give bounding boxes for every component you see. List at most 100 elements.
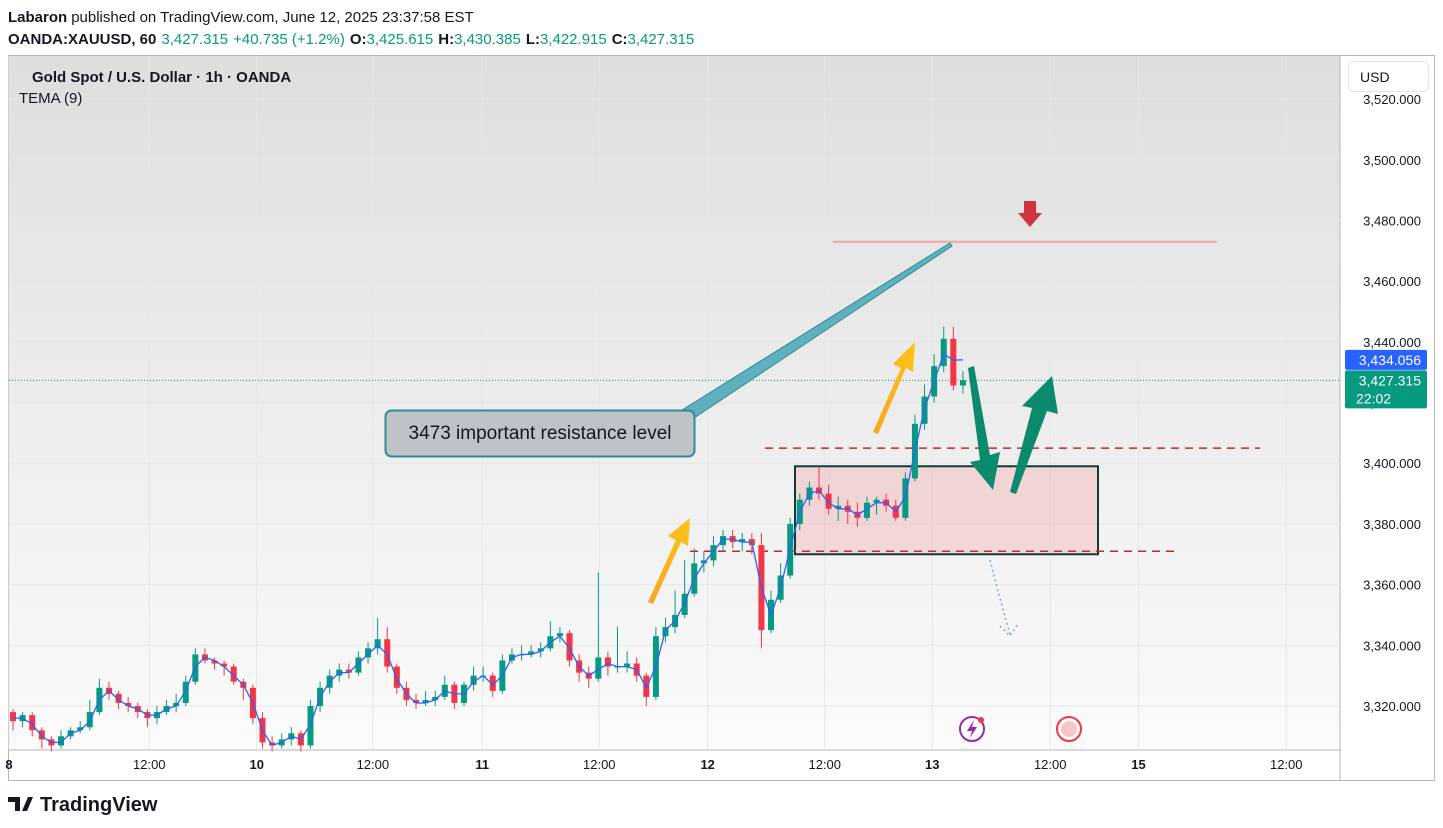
candle-body <box>211 660 218 664</box>
candle-body <box>739 539 746 543</box>
currency: USD <box>1360 69 1390 85</box>
candle-body <box>115 693 122 703</box>
candle-body <box>537 648 544 652</box>
flag-glyph <box>1061 721 1077 737</box>
y-tick-label: 3,320.000 <box>1363 699 1421 714</box>
time-axis <box>9 750 1340 780</box>
zone <box>794 465 1099 556</box>
x-tick-label: 8 <box>5 757 12 772</box>
arrow <box>1018 201 1042 227</box>
y-tick-label: 3,380.000 <box>1363 517 1421 532</box>
published: published on TradingView.com, June 12, 2… <box>71 9 474 26</box>
y-tick-label: 3,360.000 <box>1363 578 1421 593</box>
logo-mark <box>8 797 33 811</box>
x-tick-label: 12:00 <box>133 757 166 772</box>
o-label: O: <box>350 31 367 48</box>
y-tick-label: 3,440.000 <box>1363 335 1421 350</box>
plot <box>10 326 966 752</box>
candle-body <box>125 702 132 706</box>
candle-body <box>873 499 880 503</box>
candle-body <box>365 648 372 658</box>
h: 3,430.385 <box>454 31 521 48</box>
y-tick-label: 3,500.000 <box>1363 153 1421 168</box>
brand: TradingView <box>40 794 158 816</box>
arrow <box>873 342 915 434</box>
candle-body <box>355 657 362 673</box>
candle-body <box>422 699 429 703</box>
candle-body <box>307 705 314 746</box>
author: Labaron <box>8 9 67 26</box>
grid <box>8 56 1340 750</box>
candle-body <box>58 736 65 746</box>
callout-text: 3473 important resistance level <box>409 423 672 444</box>
candle-body <box>221 663 228 667</box>
candle-body <box>528 651 535 655</box>
arrow <box>648 518 690 604</box>
candle-body <box>77 727 84 731</box>
l-label: L: <box>526 31 540 48</box>
candle-body <box>902 478 909 518</box>
y-tick-label: 3,520.000 <box>1363 92 1421 107</box>
chart-title: Gold Spot / U.S. Dollar · 1h · OANDA <box>32 69 291 86</box>
candle-body <box>384 639 391 667</box>
l: 3,422.915 <box>540 31 607 48</box>
c-label: C: <box>612 31 628 48</box>
candle-body <box>230 666 237 682</box>
x-tick-label: 12:00 <box>1270 757 1303 772</box>
candle-body <box>173 702 180 706</box>
logo: TradingView <box>8 794 158 816</box>
header-line: Labaron published on TradingView.com, Jun… <box>8 9 474 26</box>
x-tick-label: 12:00 <box>1034 757 1067 772</box>
event-glyph <box>967 720 977 738</box>
candle-body <box>566 633 573 661</box>
price-axis <box>1340 56 1434 780</box>
x-tick-label: 12:00 <box>583 757 616 772</box>
candle-body <box>29 715 36 731</box>
x-tick-label: 10 <box>250 757 264 772</box>
candle-body <box>959 380 966 386</box>
candle-body <box>835 505 842 509</box>
price-tag-time: 22:02 <box>1356 390 1391 406</box>
y-tick-label: 3,480.000 <box>1363 213 1421 228</box>
candle-body <box>710 545 717 561</box>
event-dot <box>978 717 984 723</box>
candle-body <box>556 633 563 637</box>
arrow <box>1010 376 1058 494</box>
candle-body <box>345 669 352 673</box>
candle-body <box>269 742 276 746</box>
last: 3,427.315 <box>161 31 228 48</box>
candle-body <box>940 338 947 367</box>
quote-line: OANDA:XAUUSD, 60 3,427.315 +40.735 (+1.2%)… <box>8 31 694 48</box>
x-tick-label: 12:00 <box>808 757 841 772</box>
callout-box <box>384 409 696 458</box>
candle-body <box>720 536 727 546</box>
c: 3,427.315 <box>628 31 695 48</box>
candle-body <box>432 696 439 700</box>
candle-body <box>38 730 45 740</box>
candle-body <box>863 502 870 518</box>
candle-body <box>413 699 420 703</box>
indicator-name: TEMA (9) <box>19 90 82 107</box>
price-tag <box>1345 349 1427 370</box>
candle-body <box>825 493 832 509</box>
overlay: 3473 important resistance level Gold Spo… <box>19 69 1082 742</box>
candle-body <box>700 560 707 564</box>
y-tick-label: 3,460.000 <box>1363 274 1421 289</box>
price-tag <box>1345 370 1427 409</box>
x-tick-label: 15 <box>1131 757 1145 772</box>
price-tag-label: 3,434.056 <box>1359 352 1421 368</box>
o: 3,425.615 <box>367 31 434 48</box>
currency-button[interactable] <box>1348 61 1429 92</box>
x-tick-label: 13 <box>925 757 939 772</box>
candle-body <box>681 593 688 615</box>
change: +40.735 (+1.2%) <box>233 31 345 48</box>
candle-body <box>950 338 957 386</box>
candle-body <box>470 675 477 685</box>
price-tag-label: 3,427.315 <box>1359 372 1421 388</box>
symbol: OANDA:XAUUSD, 60 <box>8 31 156 48</box>
candle-body <box>182 681 189 703</box>
x-tick-label: 12 <box>700 757 714 772</box>
indicator-line <box>13 353 963 747</box>
y-tick-label: 3,400.000 <box>1363 456 1421 471</box>
